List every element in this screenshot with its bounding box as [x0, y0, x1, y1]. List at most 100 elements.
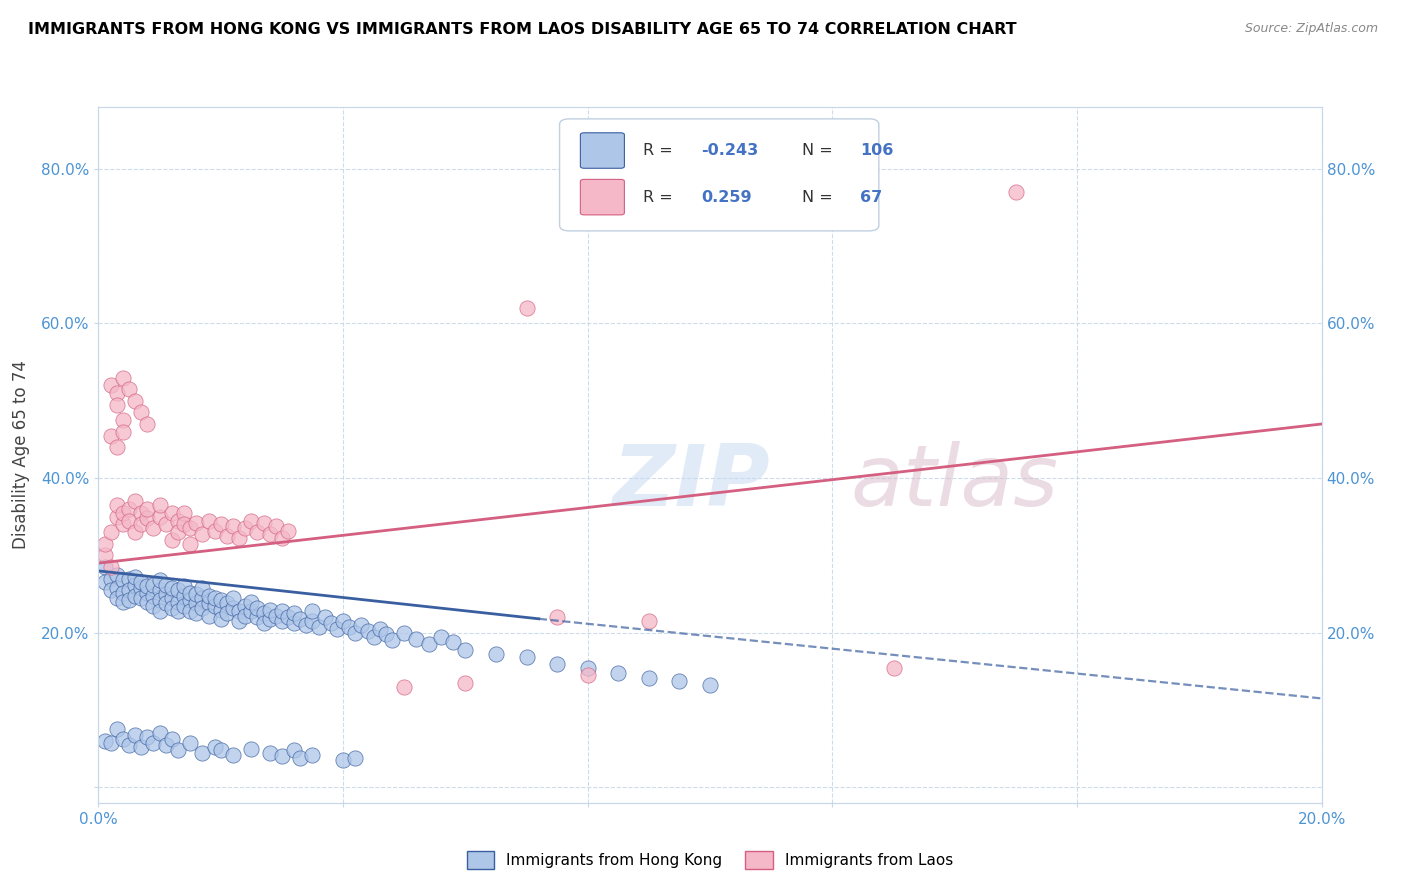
Point: [149, 573, 172, 587]
Text: N =: N =: [801, 190, 838, 205]
Point: [546, 657, 568, 671]
Point: [277, 524, 299, 538]
Point: [105, 591, 128, 605]
Point: [215, 596, 238, 610]
Point: [118, 593, 141, 607]
Text: -0.243: -0.243: [702, 144, 759, 159]
Point: [173, 517, 195, 532]
Point: [233, 599, 256, 613]
Point: [93, 734, 115, 748]
Point: [136, 511, 159, 525]
Point: [179, 604, 201, 618]
Point: [155, 517, 177, 532]
Point: [118, 502, 141, 516]
Point: [167, 583, 190, 598]
Point: [441, 635, 464, 649]
Point: [283, 607, 305, 621]
Point: [111, 595, 134, 609]
Point: [246, 525, 269, 540]
Point: [124, 728, 146, 742]
Point: [290, 751, 312, 765]
Point: [392, 680, 416, 694]
Point: [252, 616, 274, 631]
Point: [209, 517, 232, 532]
Point: [179, 593, 201, 607]
Point: [1004, 185, 1026, 199]
Point: [167, 604, 190, 618]
Legend: Immigrants from Hong Kong, Immigrants from Laos: Immigrants from Hong Kong, Immigrants fr…: [461, 846, 959, 875]
Text: 0.259: 0.259: [702, 190, 752, 205]
Point: [105, 723, 128, 737]
Point: [142, 589, 165, 603]
Point: [191, 526, 214, 541]
Point: [332, 753, 354, 767]
Point: [179, 537, 201, 551]
Point: [155, 587, 177, 601]
Point: [129, 575, 152, 590]
Point: [173, 579, 195, 593]
Point: [173, 599, 195, 613]
Point: [246, 601, 269, 615]
Point: [381, 633, 404, 648]
Text: R =: R =: [643, 190, 678, 205]
Point: [167, 525, 190, 540]
Point: [149, 726, 172, 740]
Point: [124, 525, 146, 540]
Point: [136, 579, 159, 593]
Point: [186, 596, 208, 610]
Text: atlas: atlas: [851, 442, 1059, 524]
Point: [149, 498, 172, 512]
Point: [516, 650, 538, 665]
Point: [259, 612, 281, 626]
Text: Source: ZipAtlas.com: Source: ZipAtlas.com: [1244, 22, 1378, 36]
Text: 67: 67: [860, 190, 883, 205]
Point: [295, 618, 318, 632]
Point: [454, 642, 477, 657]
Point: [118, 572, 141, 586]
Point: [301, 614, 323, 628]
Point: [136, 585, 159, 599]
Point: [356, 624, 378, 639]
Point: [252, 607, 274, 621]
Y-axis label: Disability Age 65 to 74: Disability Age 65 to 74: [11, 360, 30, 549]
Point: [233, 521, 256, 535]
Point: [215, 529, 238, 543]
Point: [319, 616, 342, 631]
Point: [209, 593, 232, 607]
Point: [100, 735, 122, 749]
Point: [264, 608, 287, 623]
Point: [283, 616, 305, 631]
Point: [337, 619, 360, 633]
Point: [167, 595, 190, 609]
Point: [344, 751, 367, 765]
Point: [149, 604, 172, 618]
Point: [228, 614, 250, 628]
Point: [270, 749, 292, 764]
Point: [124, 393, 146, 408]
Point: [454, 676, 477, 690]
Point: [160, 581, 183, 595]
Point: [228, 532, 250, 546]
Point: [368, 622, 391, 636]
Point: [105, 398, 128, 412]
Point: [314, 610, 336, 624]
Point: [228, 604, 250, 618]
Point: [118, 738, 141, 752]
Point: [350, 618, 373, 632]
Point: [264, 519, 287, 533]
Point: [607, 665, 630, 680]
Point: [240, 604, 263, 618]
Point: [332, 614, 354, 628]
Point: [197, 514, 219, 528]
Point: [179, 521, 201, 535]
Point: [191, 581, 214, 595]
Point: [204, 591, 226, 605]
Point: [129, 591, 152, 605]
Point: [100, 428, 122, 442]
Point: [105, 386, 128, 401]
FancyBboxPatch shape: [560, 119, 879, 231]
Point: [222, 519, 245, 533]
Point: [259, 526, 281, 541]
Point: [155, 738, 177, 752]
Point: [215, 607, 238, 621]
